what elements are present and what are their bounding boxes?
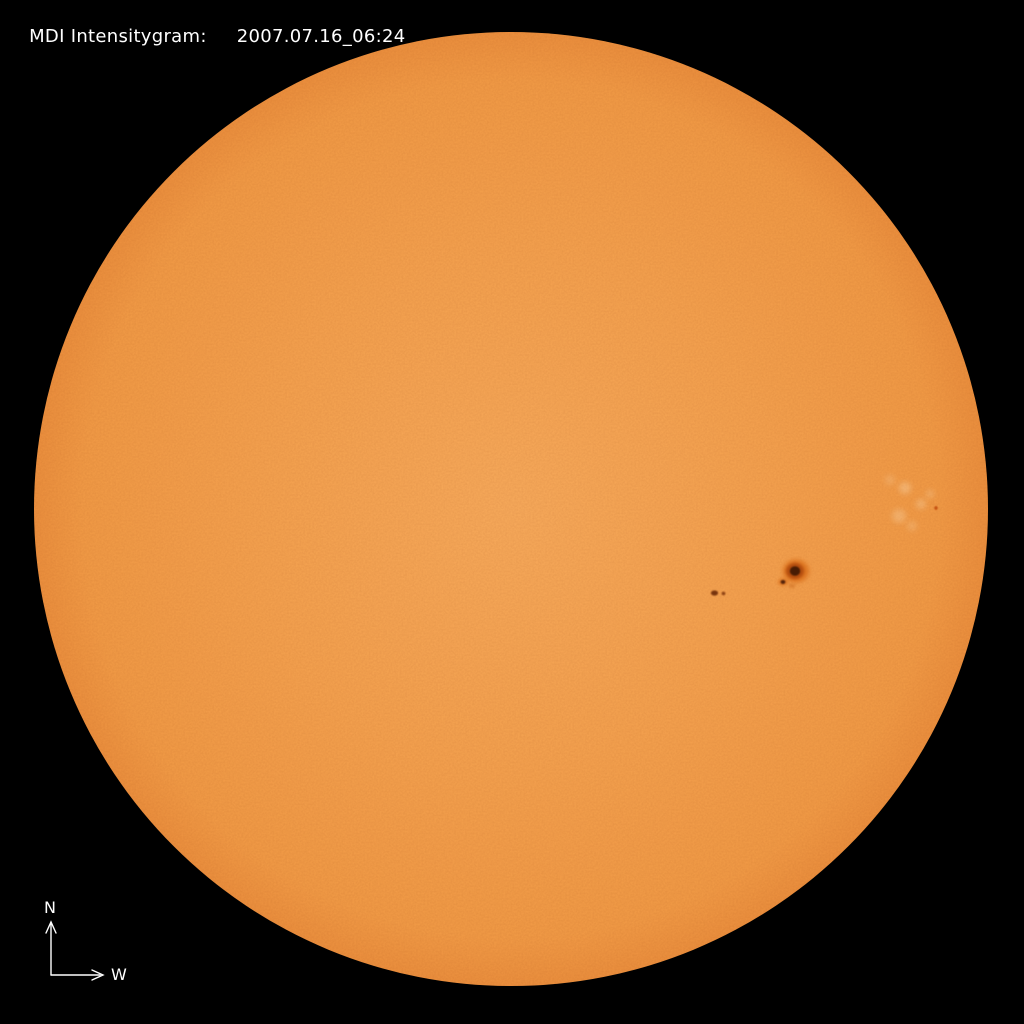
facula bbox=[916, 499, 926, 509]
image-title-label: MDI Intensitygram: bbox=[29, 26, 207, 47]
compass-west-label: W bbox=[111, 965, 127, 984]
compass-north-label: N bbox=[44, 898, 56, 917]
facula bbox=[926, 490, 934, 498]
sunspot bbox=[789, 566, 801, 576]
sunspot bbox=[934, 506, 938, 510]
image-title-timestamp: 2007.07.16_06:24 bbox=[236, 26, 406, 47]
sunspot bbox=[780, 580, 786, 584]
facula bbox=[892, 509, 906, 523]
faculae-group bbox=[885, 475, 934, 531]
compass-indicator: N W bbox=[44, 898, 127, 984]
image-title: MDI Intensitygram: 2007.07.16_06:24 bbox=[5, 5, 405, 68]
facula bbox=[907, 521, 917, 531]
facula bbox=[885, 475, 895, 485]
compass-north-arrowhead bbox=[45, 920, 57, 934]
sunspot bbox=[788, 583, 796, 589]
facula bbox=[899, 482, 911, 494]
sunspot bbox=[710, 590, 719, 596]
sunspot bbox=[721, 591, 726, 596]
compass-west-arrowhead bbox=[91, 969, 105, 981]
sunspot-group bbox=[710, 506, 938, 596]
